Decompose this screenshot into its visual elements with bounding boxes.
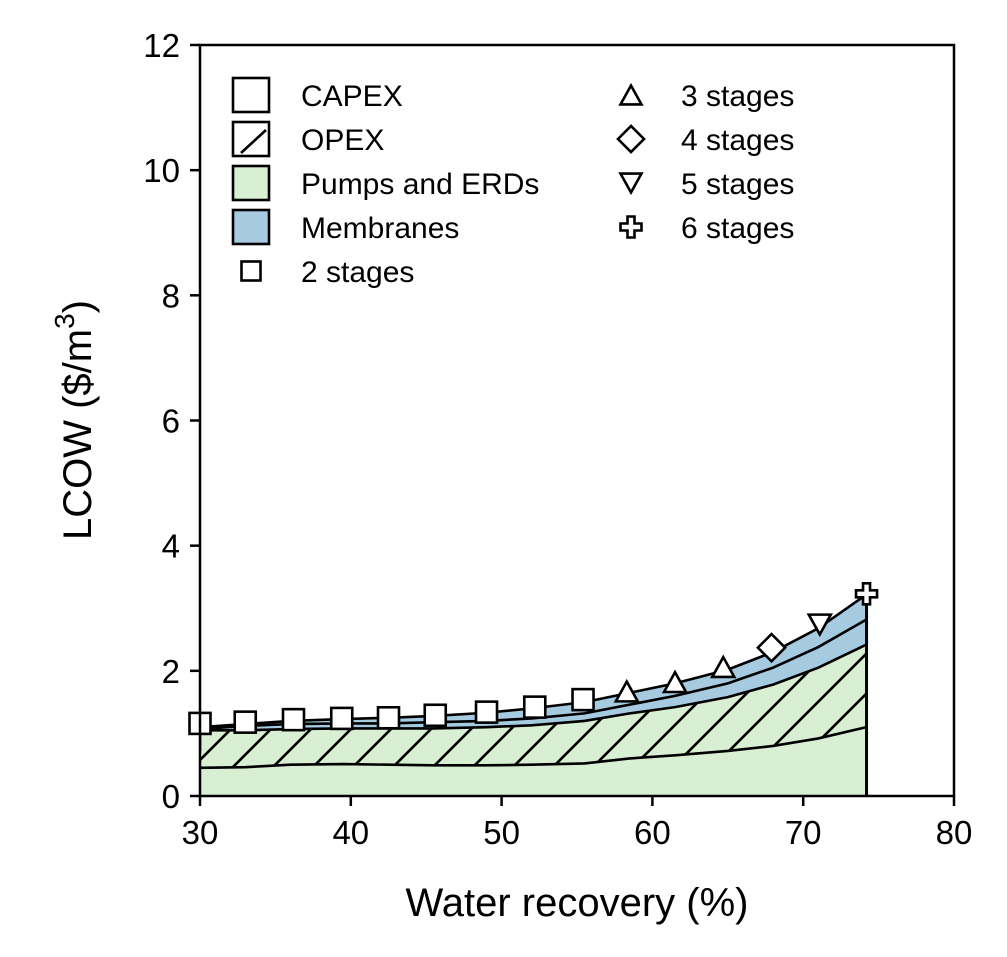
y-tick-label-0: 0 [162,778,180,815]
x-tick-label-50: 50 [483,814,520,851]
x-axis-ticks: 30 40 50 60 70 80 [182,796,973,851]
marker-plus-0 [854,582,879,606]
legend-left-1-label: OPEX [301,124,384,157]
y-axis-title-close: ) [56,300,100,313]
legend-right-3-label: 6 stages [681,212,794,245]
y-tick-label-8: 8 [162,277,180,314]
marker-triangle-up-2 [710,654,737,679]
legend-left-3-swatch [231,208,271,246]
marker-triangle-down-0 [806,613,833,638]
x-tick-label-80: 80 [936,814,973,851]
legend: CAPEX OPEX Pumps and ERDs Membranes 2 stages… [231,76,794,289]
marker-square-1 [233,710,258,734]
legend-right-2-label: 5 stages [681,168,794,201]
legend-right-0-swatch [618,82,644,106]
legend-left-4-swatch [240,260,262,282]
x-tick-label-40: 40 [332,814,369,851]
marker-square-3 [329,706,354,731]
y-tick-label-10: 10 [143,152,180,189]
legend-right-1-label: 4 stages [681,124,794,157]
x-tick-label-30: 30 [182,814,219,851]
legend-left-1-swatch-hatch [240,129,267,154]
legend-right-0-label: 3 stages [681,80,794,113]
marker-square-8 [571,687,595,712]
y-tick-label-6: 6 [162,403,180,440]
marker-diamond-0 [756,632,788,664]
x-axis-title: Water recovery (%) [405,881,748,925]
y-axis-title: LCOW ($/m3) [49,300,100,540]
legend-right-2-swatch [618,172,644,196]
y-tick-label-12: 12 [143,27,180,64]
line-opex-pumps-top [200,643,868,732]
line-capex-pumps-top [200,725,867,770]
legend-left-2-swatch [231,164,271,202]
legend-left-0-label: CAPEX [301,80,403,113]
marker-square-2 [281,707,306,732]
legend-left-1-swatch [231,120,271,158]
marker-triangle-up-1 [661,669,689,694]
legend-right-3-swatch [619,215,643,239]
area-capex-pumps [200,727,867,796]
marker-square-4 [376,705,401,730]
area-opex-pumps-hatch [200,644,867,768]
marker-triangle-up-0 [613,678,640,703]
stage-markers [188,582,879,736]
y-axis-ticks: 0 2 4 6 8 10 12 [143,27,200,815]
x-tick-label-70: 70 [785,814,822,851]
marker-square-5 [423,703,448,728]
stacked-areas [200,594,867,796]
legend-left-0-swatch [231,76,271,114]
legend-left-2-label: Pumps and ERDs [301,168,539,201]
y-axis-title-main: LCOW ($/m [56,329,100,540]
x-tick-label-60: 60 [634,814,671,851]
legend-right-1-swatch [616,124,646,154]
marker-square-6 [474,700,499,724]
legend-left-4-label: 2 stages [301,256,414,289]
y-tick-label-2: 2 [162,653,180,690]
marker-square-7 [522,695,547,719]
y-axis-title-sup: 3 [49,313,80,329]
legend-left-3-label: Membranes [301,212,459,245]
y-tick-label-4: 4 [162,528,180,565]
